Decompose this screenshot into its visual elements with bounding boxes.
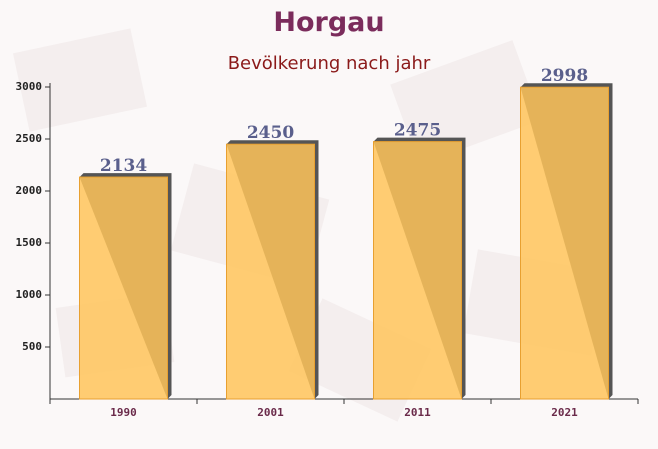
bar <box>226 143 315 400</box>
x-tick-label: 2021 <box>551 406 578 419</box>
value-label: 2450 <box>247 123 294 143</box>
bar <box>520 86 609 400</box>
value-label: 2134 <box>100 156 147 176</box>
value-label: 2475 <box>394 121 441 141</box>
y-tick-label: 2500 <box>16 132 43 145</box>
y-tick-label: 1000 <box>16 288 43 301</box>
x-tick-label: 2011 <box>404 406 431 419</box>
chart-title: Horgau <box>273 7 384 38</box>
y-tick-label: 3000 <box>16 80 43 93</box>
y-tick-label: 500 <box>22 340 42 353</box>
value-label: 2998 <box>541 66 588 86</box>
bar <box>373 141 462 400</box>
x-tick-label: 1990 <box>110 406 137 419</box>
y-tick-label: 1500 <box>16 236 43 249</box>
bar <box>79 176 168 400</box>
chart-subtitle: Bevölkerung nach jahr <box>228 53 431 74</box>
y-tick-label: 2000 <box>16 184 43 197</box>
x-tick-label: 2001 <box>257 406 284 419</box>
